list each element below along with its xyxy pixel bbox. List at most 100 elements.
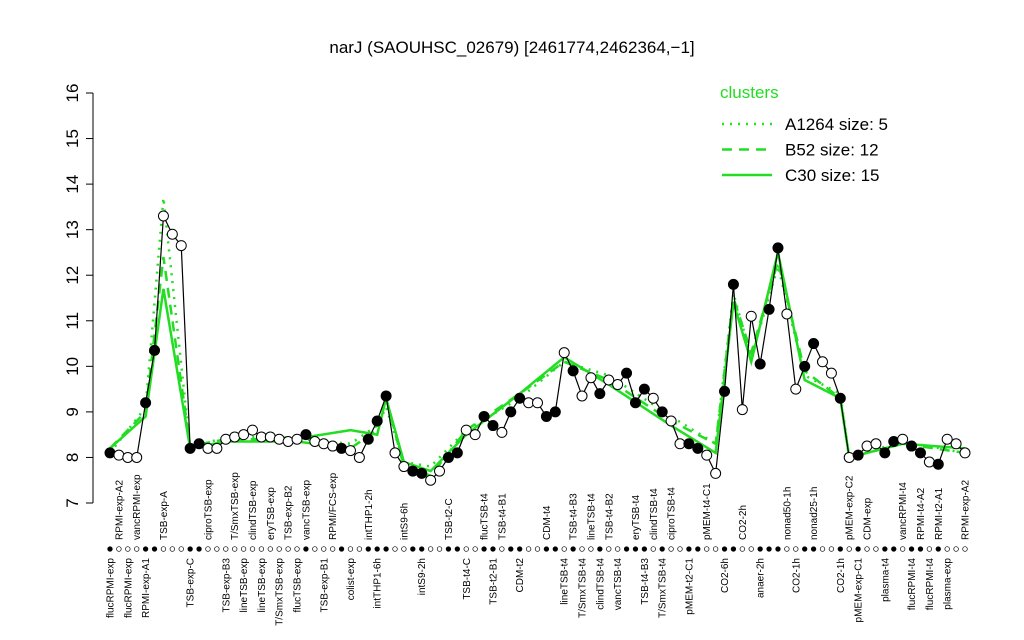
rug-dot	[891, 546, 897, 552]
data-point	[344, 445, 356, 457]
legend-label: C30 size: 15	[785, 166, 880, 185]
data-point	[781, 308, 793, 320]
rug-dot	[178, 546, 184, 552]
rug-dot	[232, 546, 238, 552]
chart-title: narJ (SAOUHSC_02679) [2461774,2462364,−1…	[329, 38, 694, 57]
data-point	[914, 447, 926, 459]
data-point	[184, 442, 196, 454]
x-tick-label: flucRPMI-t4	[925, 558, 936, 611]
data-point	[950, 438, 962, 450]
data-point	[817, 356, 828, 368]
data-point	[941, 433, 953, 445]
data-point	[647, 392, 659, 404]
x-tick-label: intS9-6h	[399, 503, 410, 540]
x-tick-label: TSB-t4-B1	[497, 493, 508, 540]
rug-dot	[160, 546, 167, 552]
x-tick-label: lineTSB-t4	[560, 558, 571, 605]
data-point	[282, 436, 294, 447]
data-point	[451, 447, 463, 459]
data-point	[514, 392, 526, 404]
rug-dot	[240, 546, 247, 552]
y-tick-label: 8	[63, 453, 82, 462]
x-tick-label: vancRPMI-t4	[898, 482, 909, 540]
data-point	[719, 385, 731, 397]
data-point	[238, 429, 250, 441]
rug-dot	[196, 546, 202, 552]
data-point	[540, 410, 552, 422]
x-tick-label: flucRPMI-exp	[106, 558, 117, 618]
x-tick-label: RPMI/FCS-exp	[328, 472, 339, 540]
x-tick-label: lineTSB-exp	[257, 558, 268, 613]
rug-dot	[552, 546, 558, 552]
cluster-line	[109, 256, 966, 478]
rug-dot	[205, 546, 211, 552]
rug-dot	[962, 546, 968, 552]
x-tick-label: eryTSB-t4	[631, 495, 642, 540]
x-tick-label: TSB-exp-B3	[221, 558, 232, 613]
rug-dot	[659, 546, 665, 552]
rug-dot	[517, 546, 523, 552]
rug-dot	[632, 546, 639, 552]
rug-dot	[677, 546, 683, 552]
rug-dot	[900, 546, 906, 552]
x-tick-label: vancRPMI-exp	[132, 474, 143, 540]
rug-dot	[338, 546, 345, 552]
data-point	[211, 442, 223, 454]
data-point	[469, 429, 481, 441]
rug-dot	[873, 546, 879, 552]
rug-dot	[303, 546, 309, 552]
data-point	[505, 406, 517, 418]
x-tick-label: CO2-1h	[791, 558, 802, 593]
data-point	[585, 372, 597, 384]
data-point	[532, 397, 543, 409]
data-point	[273, 433, 285, 445]
data-point	[291, 433, 303, 445]
rug-dot	[775, 546, 781, 552]
x-tick-label: flucTSB-t4	[480, 493, 491, 540]
data-point	[229, 431, 241, 443]
data-point	[906, 440, 918, 452]
rug-dot	[436, 546, 443, 552]
data-point	[861, 440, 873, 452]
legend-title: clusters	[720, 83, 779, 102]
x-tick-label: clindTSB-t4	[595, 558, 606, 610]
x-tick-label: flucTSB-exp	[293, 558, 304, 613]
rug-dot	[846, 546, 852, 552]
rug-dot	[116, 546, 122, 552]
rug-dot	[623, 546, 630, 552]
y-tick-label: 9	[63, 407, 82, 416]
x-tick-label: vancTSB-t4	[613, 558, 624, 611]
data-point	[166, 228, 178, 240]
x-tick-label: RPMI-exp-A2	[114, 480, 125, 540]
data-point	[425, 474, 437, 486]
data-point	[603, 374, 615, 386]
y-tick-label: 13	[63, 220, 82, 239]
x-tick-label: nonad50-1h	[782, 487, 793, 540]
x-tick-label: T/SmxTSB-t4	[658, 558, 669, 618]
x-tick-label: RPMI-exp-A1	[141, 558, 152, 618]
rug-dot	[650, 546, 656, 552]
x-tick-label: vancTSB-exp	[301, 480, 312, 540]
rug-dot	[864, 546, 870, 552]
rug-dot	[419, 546, 425, 552]
rug-dot	[142, 546, 149, 552]
rug-dot	[686, 546, 692, 552]
rug-dot	[810, 546, 817, 552]
x-tick-label: TSB-t2-B1	[488, 558, 499, 605]
data-point	[745, 310, 757, 322]
y-tick-label: 14	[63, 175, 82, 194]
rug-dot	[721, 546, 728, 552]
y-tick-label: 7	[63, 498, 82, 507]
y-tick-label: 15	[63, 129, 82, 148]
rug-dot	[392, 546, 398, 552]
data-point	[852, 449, 864, 461]
rug-dot	[294, 546, 300, 552]
data-point	[442, 451, 454, 463]
data-point	[808, 338, 820, 350]
rug-dot	[107, 546, 113, 552]
y-tick-label: 10	[63, 357, 82, 376]
x-tick-label: colist-exp	[346, 558, 357, 601]
data-point	[220, 433, 232, 445]
rug-dot	[383, 546, 389, 552]
data-point	[549, 406, 561, 418]
